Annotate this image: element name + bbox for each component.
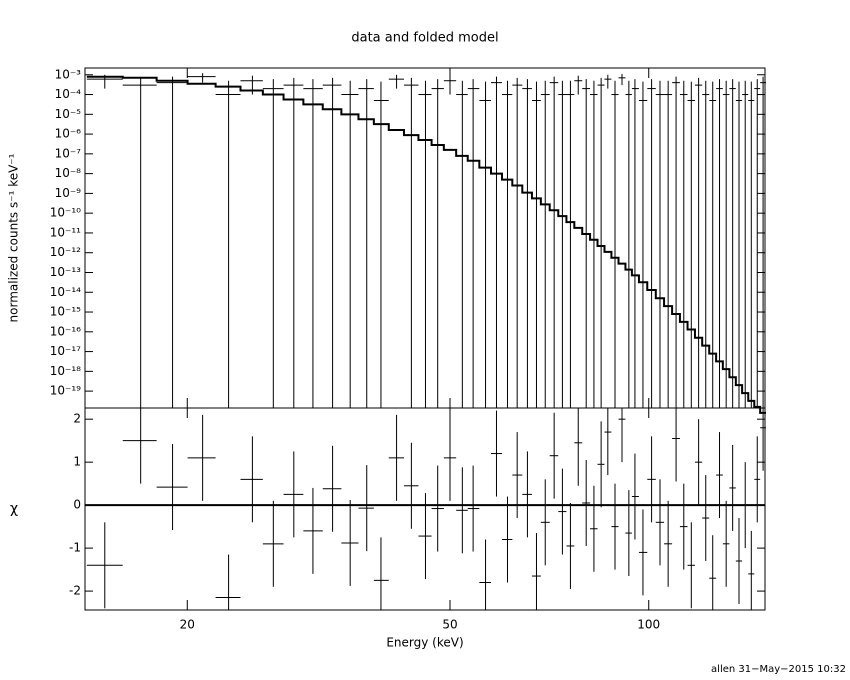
y-tick-label: 10⁻¹⁹ [50,384,81,398]
y-tick-label: -1 [69,541,81,555]
x-tick-label: 20 [180,618,195,632]
y-tick-label: 10⁻⁸ [55,166,82,180]
y-tick-label: 10⁻¹⁵ [50,305,81,319]
y-tick-label: 10⁻⁹ [55,186,82,200]
y-tick-label: 10⁻¹⁶ [50,324,81,338]
y-tick-label: 10⁻⁵ [55,107,82,121]
y-tick-label: -2 [69,584,81,598]
y-tick-label: 10⁻⁷ [55,146,82,160]
x-axis-label: Energy (keV) [386,636,463,650]
y-tick-label: 10⁻¹⁴ [50,285,81,299]
y-tick-label: 10⁻¹⁸ [50,364,81,378]
y-tick-label: 2 [73,412,81,426]
y-tick-label: 0 [73,498,81,512]
y-tick-label: 10⁻¹³ [50,265,81,279]
y-tick-label: 10⁻⁶ [55,127,82,141]
y-tick-label: 10⁻⁴ [55,87,82,101]
y-tick-label: 10⁻¹² [50,245,81,259]
chart-title: data and folded model [351,31,498,46]
y-tick-label: 10⁻¹⁷ [50,344,81,358]
model-line [86,75,766,414]
footer: allen 31−May−2015 10:32 [711,664,846,675]
y-tick-label: 1 [73,455,81,469]
x-tick-label: 100 [637,618,660,632]
y-tick-label: 10⁻¹⁰ [50,206,81,220]
y-tick-label: 10⁻¹¹ [50,225,81,239]
y-axis-label: χ [10,501,18,517]
y-tick-label: 10⁻³ [55,67,82,81]
x-tick-label: 50 [442,618,457,632]
y-axis-label: normalized counts s⁻¹ keV⁻¹ [7,153,21,322]
